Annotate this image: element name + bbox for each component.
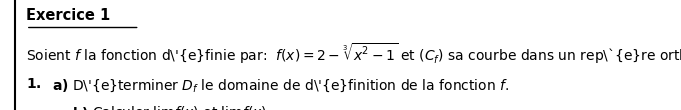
Text: D\'{e}terminer $D_f$ le domaine de d\'{e}finition de la fonction $f$.: D\'{e}terminer $D_f$ le domaine de d\'{e… — [72, 77, 509, 94]
Text: $\mathit{\mathbf{b)}}$: $\mathit{\mathbf{b)}}$ — [72, 104, 89, 110]
Text: $\mathit{\mathbf{a)}}$: $\mathit{\mathbf{a)}}$ — [52, 77, 68, 94]
Text: $\mathbf{1.}$: $\mathbf{1.}$ — [26, 77, 42, 91]
Text: Soient $f$ la fonction d\'{e}finie par:  $f(x) = 2 - \sqrt[3]{x^2-1}$ et $(C_f)$: Soient $f$ la fonction d\'{e}finie par: … — [26, 41, 681, 66]
Text: Exercice 1: Exercice 1 — [26, 8, 110, 23]
Text: Calculer $\lim_{+\infty} f(x)$ et $\lim_{-\infty} f(x)$.: Calculer $\lim_{+\infty} f(x)$ et $\lim_… — [92, 104, 271, 110]
